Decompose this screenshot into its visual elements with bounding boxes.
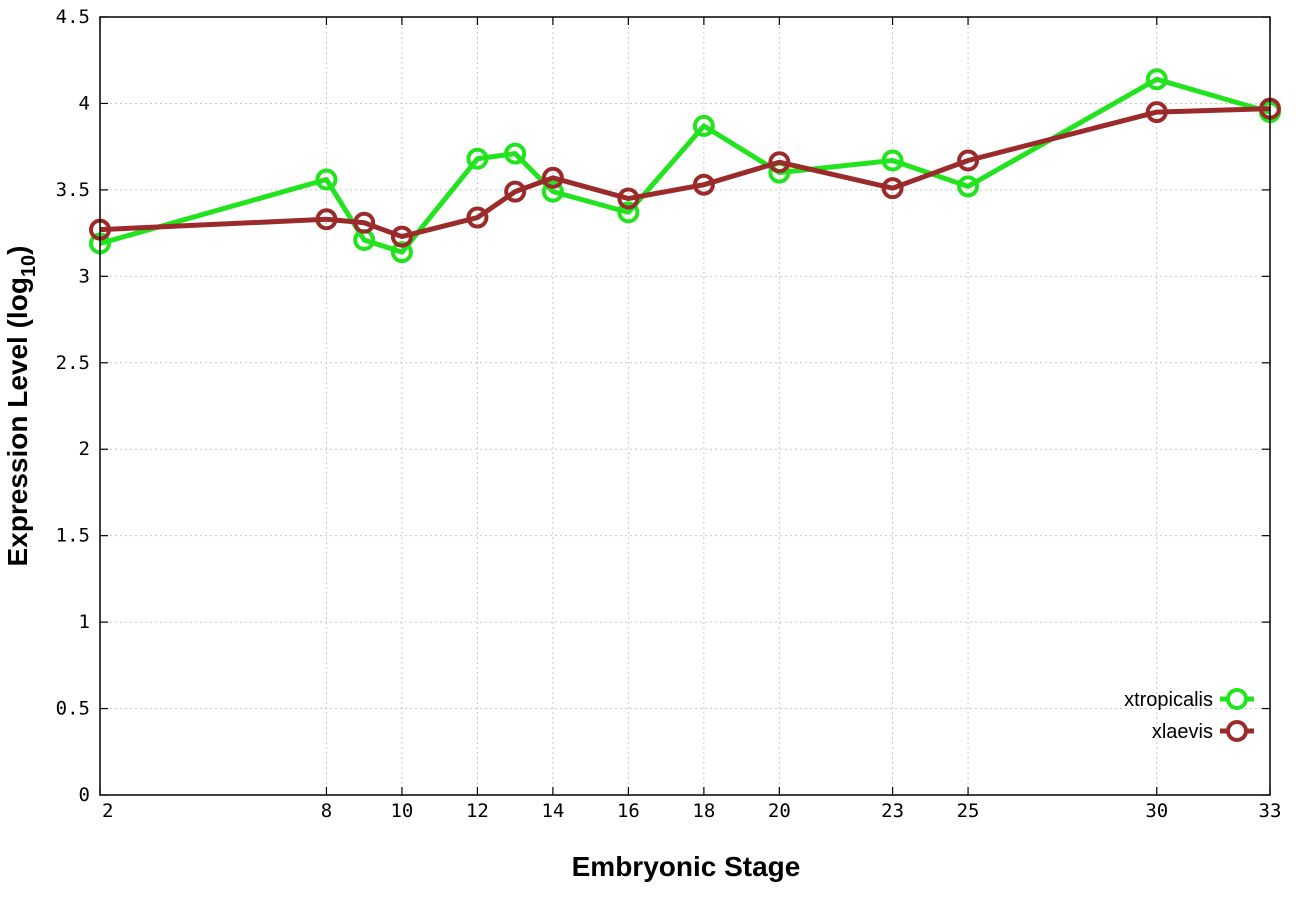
data-point [504,142,527,165]
data-point [617,187,640,210]
y-tick-label: 2.5 [56,352,90,374]
y-tick-label: 2 [79,438,90,460]
legend: xtropicalis xlaevis [1124,688,1254,743]
y-tick-label: 0.5 [56,698,90,720]
axis-ticks: 0 0.5 1 1.5 2 2.5 3 3.5 4 4.5 2 8 10 12 14 16 18 20 23 25 30… [56,6,1282,822]
x-tick-label: 10 [390,800,413,822]
y-tick-label: 1.5 [56,525,90,547]
legend-swatch-marker [1226,720,1248,742]
data-point [466,147,489,170]
y-axis-title-main: Expression Level (log [2,277,33,566]
x-tick-label: 16 [617,800,640,822]
data-point [504,180,527,203]
y-axis-title-close: ) [2,246,33,255]
legend-swatch-marker [1226,688,1248,710]
x-tick-label: 18 [692,800,715,822]
grid [100,17,1270,795]
x-tick-label: 14 [541,800,564,822]
y-axis-title-subscript: 10 [18,255,40,277]
y-tick-label: 4.5 [56,6,90,28]
y-axis-title: Expression Level (log10) [2,246,40,567]
x-tick-label: 12 [466,800,489,822]
y-tick-label: 0 [79,784,90,806]
y-tick-label: 4 [79,92,90,114]
data-point [881,149,904,172]
legend-label: xtropicalis [1124,689,1213,711]
x-tick-label: 33 [1259,800,1282,822]
series-line-xtropicalis [99,76,1271,255]
x-axis-title: Embryonic Stage [572,851,801,882]
legend-label: xlaevis [1152,721,1213,743]
data-point [541,166,564,189]
y-tick-label: 1 [79,611,90,633]
data-point [957,149,980,172]
data-point [315,168,338,191]
data-point [957,175,980,198]
x-tick-label: 25 [957,800,980,822]
data-point [541,180,564,203]
series-xlaevis [89,97,1281,248]
data-point [768,151,791,174]
y-tick-label: 3.5 [56,179,90,201]
data-point [353,211,376,234]
y-tick-label: 3 [79,265,90,287]
data-series [89,68,1281,264]
x-tick-label: 20 [768,800,791,822]
data-point [692,114,715,137]
data-point [1145,68,1168,91]
x-tick-label: 30 [1145,800,1168,822]
x-tick-label: 23 [881,800,904,822]
data-point [617,201,640,224]
plot-frame [99,16,1271,796]
data-point [1145,101,1168,124]
x-tick-label: 8 [321,800,332,822]
data-point [466,206,489,229]
series-xtropicalis [89,68,1281,264]
data-point [881,177,904,200]
x-tick-label: 2 [102,800,113,822]
data-point [390,241,413,264]
data-point [315,208,338,231]
data-point [390,225,413,248]
series-line-xlaevis [99,106,1271,240]
data-point [692,173,715,196]
